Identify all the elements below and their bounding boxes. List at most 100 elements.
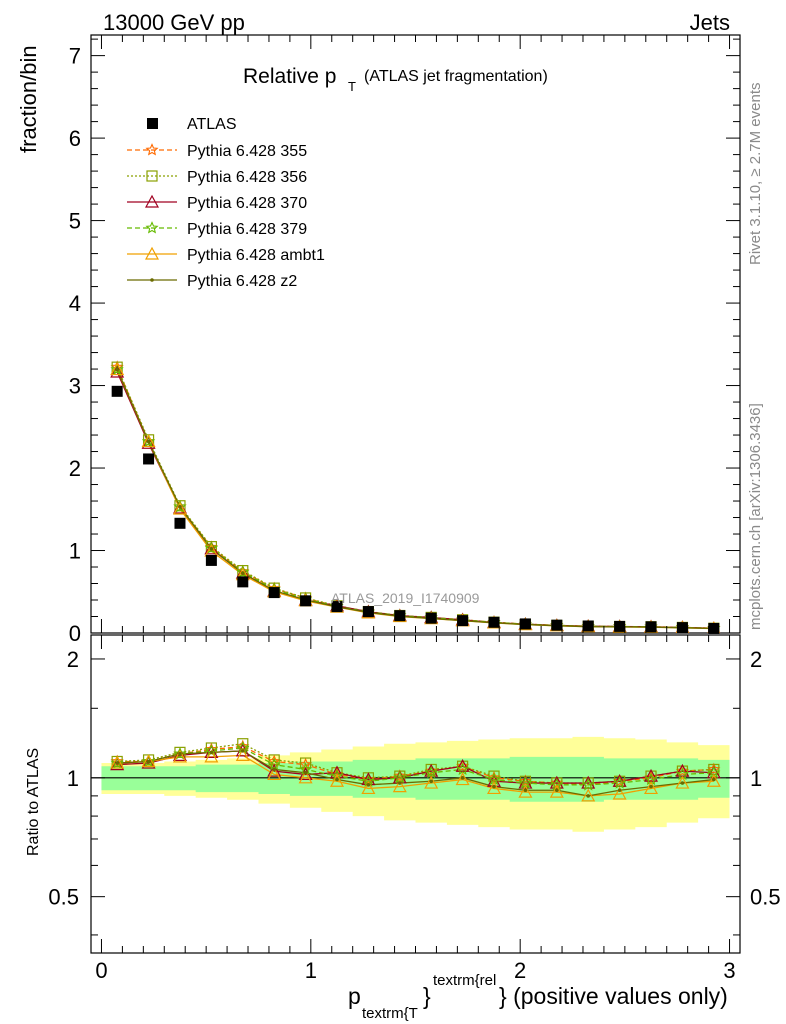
ratio-5-point	[680, 781, 685, 785]
ratio-5-point	[617, 788, 622, 793]
ratio-5-point	[178, 752, 182, 756]
ratio-4-point	[612, 786, 627, 800]
x-tick-label: 2	[514, 958, 526, 983]
ratio-5-point	[209, 750, 214, 755]
ratio-4-point	[644, 781, 659, 795]
legend-marker-1	[146, 170, 158, 182]
ratio-x-ticks	[100, 635, 731, 953]
chart-title: Relative p T (ATLAS jet fragmentation)	[243, 65, 548, 94]
ratio-3-point	[456, 762, 470, 776]
legend-entry-5: Pythia 6.428 z2	[127, 273, 297, 290]
data-point	[614, 620, 626, 632]
legend-entry-0: Pythia 6.428 355	[127, 143, 307, 160]
legend-entry-data: ATLAS	[147, 116, 237, 133]
data-point	[362, 606, 374, 618]
y-tick-label: 2	[69, 456, 81, 481]
series-3-point	[173, 499, 187, 513]
ratio-0-point	[456, 759, 470, 772]
ratio-0-point	[299, 757, 313, 771]
legend-marker-5	[150, 278, 154, 282]
ratio-band-inner	[101, 756, 730, 802]
data-point	[582, 620, 594, 632]
ratio-tick-label: 1	[67, 766, 79, 791]
ratio-3-point	[581, 777, 595, 791]
ratio-2-point	[455, 758, 470, 772]
y-tick-label: 4	[69, 291, 81, 316]
legend-marker-2	[144, 194, 160, 208]
ratio-5-point	[115, 761, 119, 765]
legend-label-2: Pythia 6.428 370	[187, 195, 307, 212]
ratio-markers	[110, 738, 721, 802]
ratio-0-point	[487, 770, 501, 784]
ratio-3-point	[141, 754, 156, 768]
mcplots-label: mcplots.cern.ch [arXiv:1306.3436]	[747, 403, 764, 630]
title-sub: T	[348, 79, 356, 94]
legend-entry-2: Pythia 6.428 370	[127, 194, 307, 212]
ratio-3-point	[110, 756, 124, 769]
y-tick-label: 6	[69, 126, 81, 151]
data-point	[551, 619, 563, 631]
ratio-4-point	[172, 749, 187, 763]
data-point	[645, 621, 657, 633]
legend-label-0: Pythia 6.428 355	[187, 143, 307, 160]
title-suffix: (ATLAS jet fragmentation)	[364, 68, 548, 85]
x-label-p: p	[348, 983, 361, 1009]
data-point	[331, 601, 343, 613]
rivet-label: Rivet 3.1.10, ≥ 2.7M events	[747, 83, 764, 266]
ratio-4-point	[361, 781, 376, 795]
x-label-sup: textrm{rel	[433, 972, 496, 989]
legend-label-4: Pythia 6.428 ambt1	[187, 247, 325, 264]
ratio-0-point	[518, 774, 532, 787]
data-point	[268, 587, 280, 599]
data-point	[425, 612, 437, 624]
ratio-4-point	[706, 774, 721, 787]
legend-entry-3: Pythia 6.428 379	[127, 221, 307, 238]
legend-label-3: Pythia 6.428 379	[187, 221, 307, 238]
ratio-5-point	[492, 784, 496, 789]
ratio-y-ticks: 0.5 0.5 1 1 2 2	[48, 647, 781, 936]
analysis-watermark: ATLAS_2019_I1740909	[331, 590, 480, 606]
ratio-0-point	[330, 767, 344, 781]
ratio-4-point	[581, 788, 596, 802]
ratio-4-point	[267, 767, 282, 781]
legend-entry-4: Pythia 6.428 ambt1	[127, 246, 325, 264]
x-label-brace: }	[423, 983, 431, 1009]
legend-marker-0	[145, 143, 159, 156]
ratio-5-point	[586, 794, 591, 798]
ratio-3-point	[424, 765, 438, 779]
legend-entry-1: Pythia 6.428 356	[127, 169, 307, 186]
x-tick-labels: 0 1 2 3	[95, 958, 735, 983]
main-data-points	[111, 385, 720, 634]
title-main: Relative p	[243, 65, 336, 88]
ratio-0-point	[613, 774, 627, 787]
ratio-5-point	[429, 779, 434, 784]
series-5-point	[178, 505, 182, 509]
ratio-5-point	[335, 777, 339, 782]
ratio-5-point	[366, 783, 371, 787]
ratio-0-point	[393, 769, 407, 782]
ratio-5-point	[460, 776, 465, 780]
ratio-0-point	[644, 770, 658, 784]
legend: ATLAS Pythia 6.428 355 Pythia 6.428 356 Py…	[127, 116, 325, 290]
data-point	[488, 616, 500, 628]
data-point	[143, 453, 155, 465]
series-4-point	[110, 362, 125, 376]
ratio-y-axis-label: Ratio to ATLAS	[25, 748, 42, 856]
ratio-0-point	[424, 764, 438, 777]
series-3-point	[141, 434, 156, 448]
data-point	[519, 618, 531, 630]
legend-marker-4	[144, 246, 160, 260]
ratio-panel: 0.5 0.5 1 1 2 2 0 1 2 3	[48, 634, 781, 983]
legend-label-data: ATLAS	[187, 116, 237, 133]
ratio-5-point	[303, 770, 308, 775]
ratio-4-point	[486, 781, 502, 795]
ratio-5-point	[523, 788, 528, 793]
x-tick-label: 3	[723, 958, 735, 983]
legend-label-5: Pythia 6.428 z2	[187, 273, 297, 290]
main-y-ticks: 0 1 2 3 4 5 6 7	[69, 38, 740, 646]
legend-label-1: Pythia 6.428 356	[187, 169, 307, 186]
ratio-5-point	[272, 767, 276, 772]
series-3-point	[110, 362, 124, 376]
data-point	[237, 576, 249, 588]
ratio-2-point	[644, 768, 659, 782]
